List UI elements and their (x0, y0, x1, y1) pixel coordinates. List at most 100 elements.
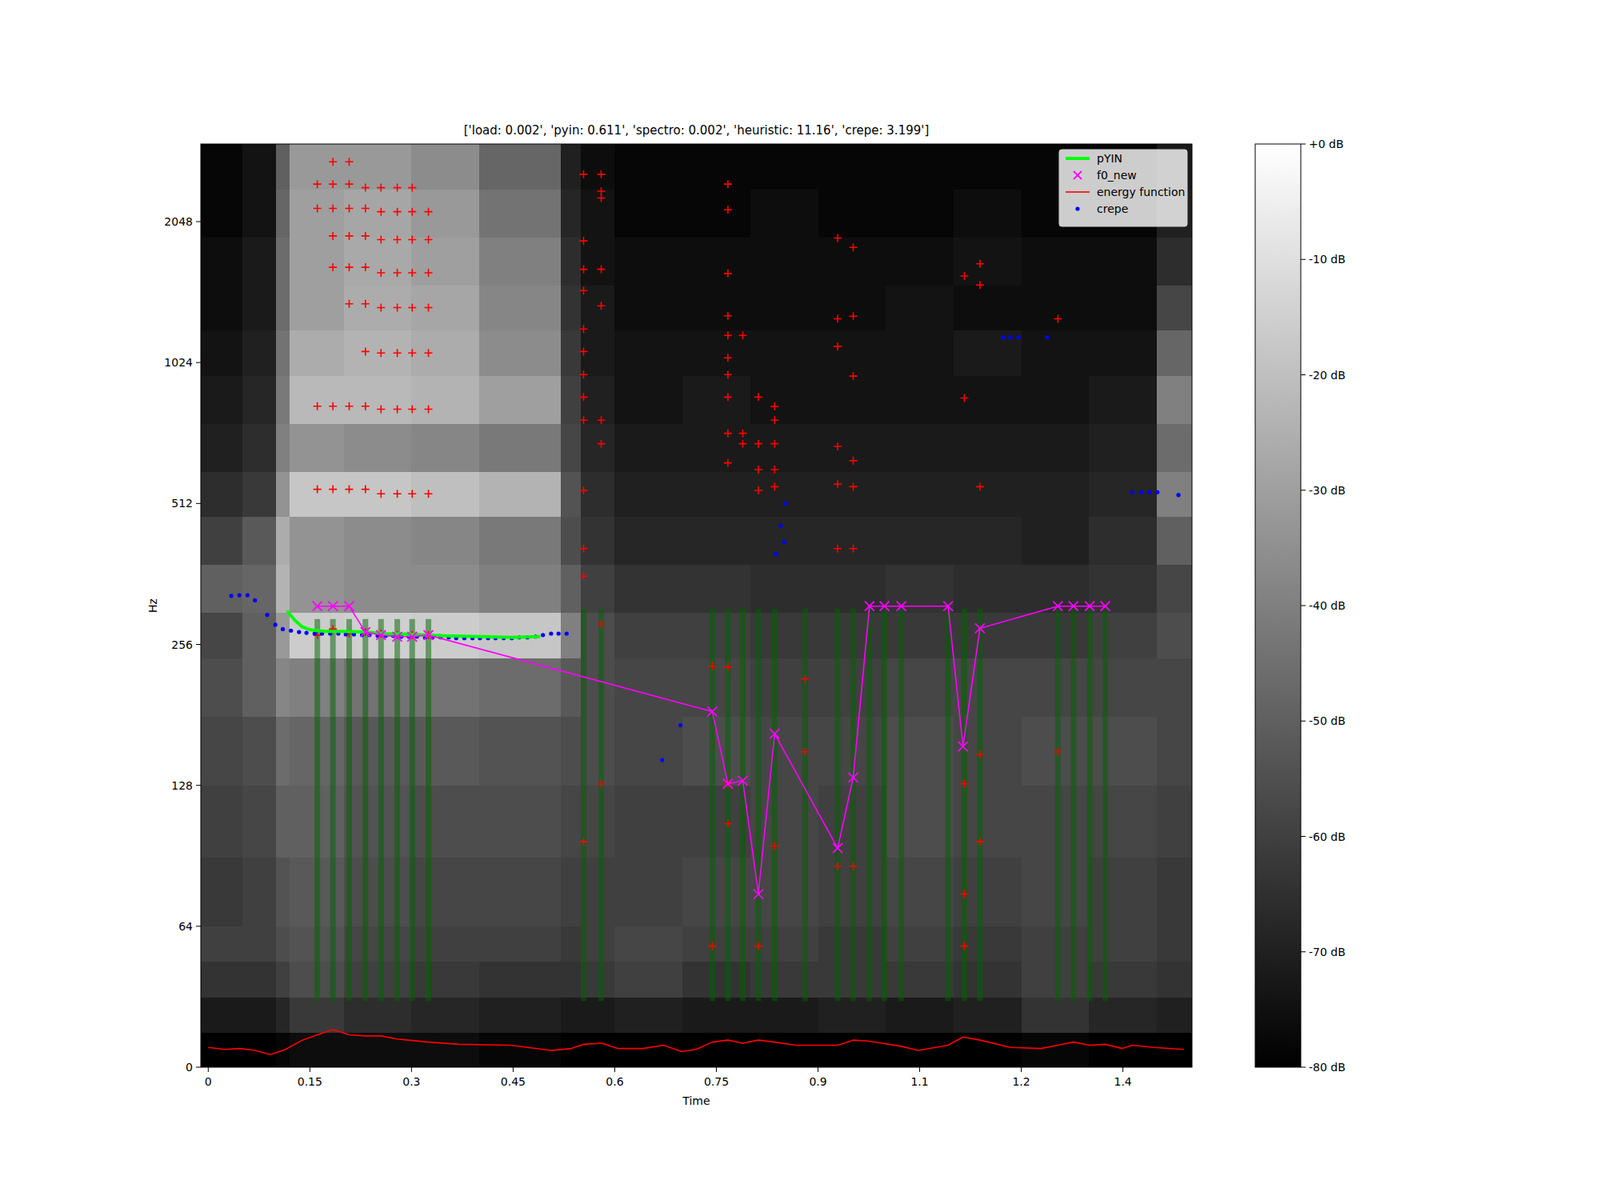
marker (783, 501, 788, 506)
spectrogram-cell (682, 516, 751, 565)
marker (344, 300, 353, 308)
marker (1000, 335, 1005, 340)
legend: pYINf0_newenergy functioncrepe (1059, 149, 1188, 227)
marker (393, 184, 402, 192)
x-tick-label: 1.4 (1113, 1075, 1132, 1088)
spectrogram-cell (200, 856, 243, 927)
marker (328, 180, 337, 188)
marker (1008, 335, 1012, 340)
marker (597, 416, 606, 424)
vertical-bar (1070, 608, 1076, 1001)
x-tick (309, 1067, 311, 1072)
spectrogram-cell (818, 284, 887, 331)
spectrogram-cell (682, 330, 751, 376)
marker (724, 331, 732, 340)
colorbar-tick-label: -70 dB (1308, 945, 1346, 959)
marker (833, 544, 842, 553)
spectrogram-cell (411, 856, 480, 927)
vertical-bar (945, 608, 952, 1001)
spectrogram-cell (411, 785, 480, 858)
y-tick-label: 256 (171, 638, 193, 652)
spectrogram-cell (1088, 716, 1157, 786)
marker (849, 482, 858, 491)
spectrogram-cell (411, 996, 480, 1033)
spectrogram-cell (200, 996, 243, 1033)
spectrogram-cell (242, 926, 277, 963)
x-tick (1020, 1067, 1022, 1072)
spectrogram-cell (818, 376, 887, 424)
vertical-bar (881, 608, 888, 1001)
spectrogram-cell (479, 376, 561, 424)
legend-marker (1073, 171, 1082, 180)
x-tick (208, 1067, 209, 1072)
marker (848, 772, 859, 783)
spectrogram-cell (750, 1032, 819, 1068)
marker (724, 429, 732, 438)
spectrogram-cell (682, 189, 751, 238)
spectrogram-cell (560, 236, 582, 286)
marker (313, 485, 322, 494)
spectrogram-cell (479, 996, 561, 1033)
spectrogram-cell (1021, 236, 1090, 286)
marker (579, 236, 588, 245)
spectrogram-cell (580, 189, 616, 238)
spectrogram-cell (885, 564, 954, 613)
series-line (208, 1029, 1184, 1055)
marker (408, 489, 416, 498)
marker (660, 757, 664, 762)
spectrogram-cell (885, 657, 954, 717)
spectrogram-cell (560, 471, 582, 517)
vertical-bar (362, 619, 368, 1002)
vertical-bar (850, 608, 856, 1001)
spectrogram-cell (479, 516, 561, 565)
marker (393, 303, 402, 312)
marker (738, 776, 748, 786)
vertical-bar (1055, 608, 1061, 1001)
spectrogram-cell (479, 926, 561, 963)
marker (849, 544, 858, 553)
spectrogram-cell (1156, 996, 1192, 1033)
marker (707, 706, 717, 716)
marker (408, 405, 416, 414)
spectrogram-cell (200, 564, 243, 613)
colorbar-tick-label: -60 dB (1308, 830, 1346, 844)
spectrogram-cell (1088, 516, 1157, 565)
spectrogram-cell (1156, 236, 1192, 286)
spectrogram-cell (560, 144, 582, 190)
spectrogram-cell (1021, 1032, 1090, 1068)
marker (880, 601, 890, 612)
spectrogram-cell (750, 423, 819, 472)
spectrogram-cell (276, 516, 291, 565)
x-tick-label: 1.1 (910, 1075, 928, 1088)
spectrogram-cell (200, 284, 243, 331)
marker (1053, 748, 1062, 756)
spectrogram-cell (242, 189, 277, 238)
spectrogram-cell (560, 612, 582, 658)
x-tick-label: 0.9 (808, 1075, 827, 1088)
marker (833, 342, 842, 351)
marker (312, 601, 323, 612)
spectrogram-cell (1088, 856, 1157, 927)
spectrogram-cell (289, 330, 344, 376)
spectrogram-cell (242, 961, 277, 998)
marker (361, 204, 370, 213)
marker (1130, 490, 1135, 495)
marker (579, 324, 588, 333)
marker (849, 456, 858, 465)
spectrogram-cell (580, 330, 616, 376)
marker (296, 630, 301, 635)
spectrogram-cell (479, 961, 561, 998)
y-tick-label: 0 (185, 1060, 193, 1074)
vertical-bar (976, 608, 983, 1001)
vertical-bar (598, 608, 604, 1001)
marker (770, 482, 779, 491)
line-markers (312, 601, 1111, 900)
vertical-bar (898, 608, 904, 1001)
x-tick-label: 0.75 (704, 1075, 729, 1088)
spectrogram-cell (242, 856, 277, 927)
marker (1139, 490, 1144, 495)
spectrogram-cell (750, 376, 819, 424)
spectrogram-cell (344, 330, 412, 376)
spectrogram-cell (560, 961, 582, 998)
marker (976, 260, 984, 268)
